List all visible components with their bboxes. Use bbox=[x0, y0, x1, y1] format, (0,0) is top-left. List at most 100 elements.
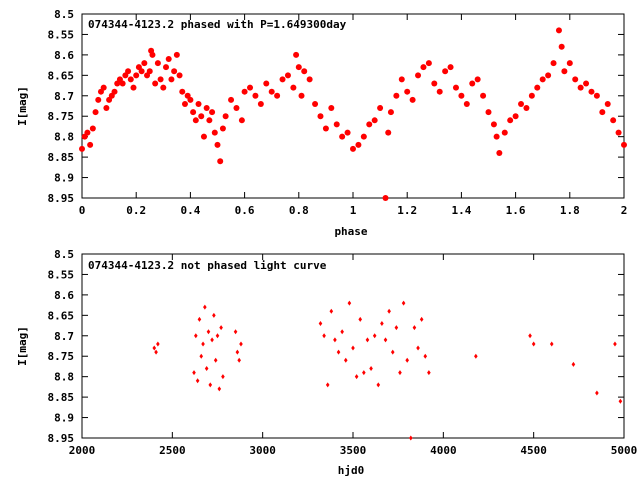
x-tick-label: 4500 bbox=[520, 444, 547, 457]
data-point bbox=[333, 121, 340, 128]
data-point bbox=[203, 105, 210, 112]
data-point bbox=[354, 374, 359, 380]
data-point bbox=[376, 382, 381, 388]
data-point bbox=[168, 76, 175, 83]
y-tick-label: 8.7 bbox=[54, 90, 74, 103]
data-point bbox=[295, 64, 302, 71]
y-tick-label: 8.9 bbox=[54, 172, 74, 185]
y-axis-label: I[mag] bbox=[16, 86, 29, 126]
y-tick-label: 8.75 bbox=[48, 110, 75, 123]
y-tick-label: 8.85 bbox=[48, 151, 75, 164]
data-point bbox=[474, 353, 478, 359]
data-point bbox=[219, 325, 223, 331]
data-point bbox=[125, 68, 132, 75]
data-point bbox=[152, 80, 159, 87]
data-point bbox=[593, 92, 600, 99]
y-tick-label: 8.8 bbox=[54, 131, 74, 144]
data-point bbox=[595, 390, 599, 396]
data-point bbox=[618, 398, 623, 404]
data-point bbox=[103, 105, 110, 112]
data-point bbox=[171, 68, 178, 75]
data-point bbox=[343, 357, 348, 363]
data-point bbox=[539, 76, 546, 83]
data-point bbox=[394, 325, 399, 331]
data-point bbox=[531, 341, 536, 347]
data-point bbox=[173, 51, 180, 58]
y-tick-label: 8.5 bbox=[54, 248, 74, 261]
data-point bbox=[146, 68, 153, 75]
data-point bbox=[325, 382, 330, 388]
data-point bbox=[431, 80, 438, 87]
data-point bbox=[416, 345, 420, 351]
data-point bbox=[298, 92, 305, 99]
data-point bbox=[382, 195, 389, 201]
data-point bbox=[380, 321, 384, 327]
data-point bbox=[398, 76, 405, 83]
data-point bbox=[201, 341, 205, 347]
data-point bbox=[583, 80, 590, 87]
y-tick-label: 8.6 bbox=[54, 49, 74, 62]
x-axis-label: phase bbox=[334, 225, 367, 238]
y-tick-label: 8.65 bbox=[48, 309, 75, 322]
x-tick-label: 1.4 bbox=[451, 204, 471, 217]
data-point bbox=[534, 84, 541, 91]
data-point bbox=[141, 60, 148, 67]
data-point bbox=[197, 316, 202, 322]
y-tick-label: 8.9 bbox=[54, 412, 74, 425]
data-point bbox=[228, 96, 235, 103]
data-point bbox=[192, 117, 199, 124]
data-point bbox=[572, 76, 579, 83]
data-point bbox=[423, 353, 428, 359]
data-point bbox=[181, 100, 188, 107]
data-point bbox=[469, 80, 476, 87]
data-point bbox=[427, 370, 431, 376]
data-point bbox=[390, 349, 395, 355]
data-point bbox=[198, 113, 205, 120]
data-point bbox=[425, 60, 432, 67]
data-point bbox=[409, 435, 413, 441]
data-point bbox=[613, 341, 617, 347]
data-point bbox=[211, 129, 218, 136]
data-point bbox=[447, 64, 454, 71]
x-axis-label: hjd0 bbox=[338, 464, 365, 477]
data-point bbox=[409, 96, 416, 103]
data-point bbox=[179, 88, 186, 95]
x-tick-label: 2 bbox=[621, 204, 628, 217]
data-point bbox=[89, 125, 96, 132]
data-point bbox=[138, 68, 145, 75]
data-point bbox=[480, 92, 487, 99]
plot-title: 074344-4123.2 not phased light curve bbox=[88, 259, 327, 272]
data-point bbox=[95, 96, 102, 103]
data-point bbox=[322, 333, 326, 339]
data-point bbox=[528, 333, 532, 339]
data-point bbox=[241, 88, 248, 95]
data-point bbox=[210, 337, 214, 343]
data-point bbox=[100, 84, 107, 91]
data-point bbox=[192, 370, 196, 376]
data-point bbox=[222, 113, 229, 120]
data-point bbox=[604, 100, 611, 107]
data-point bbox=[419, 316, 424, 322]
data-point bbox=[365, 337, 370, 343]
data-point bbox=[387, 109, 394, 116]
x-tick-label: 1.8 bbox=[560, 204, 580, 217]
data-point bbox=[362, 370, 366, 376]
y-tick-label: 8.85 bbox=[48, 391, 75, 404]
data-point bbox=[442, 68, 449, 75]
data-point bbox=[507, 117, 514, 124]
data-point bbox=[214, 141, 221, 148]
data-point bbox=[149, 51, 156, 58]
phased-plot: I[mag] phase 074344-4123.2 phased with P… bbox=[16, 8, 627, 238]
y-tick-label: 8.55 bbox=[48, 268, 75, 281]
data-point bbox=[355, 141, 362, 148]
data-point bbox=[496, 150, 503, 157]
data-point bbox=[233, 105, 240, 112]
data-point bbox=[558, 43, 565, 50]
data-point bbox=[221, 374, 225, 380]
data-point bbox=[190, 109, 197, 116]
data-point bbox=[194, 333, 198, 339]
data-point bbox=[318, 321, 323, 327]
data-point bbox=[111, 88, 118, 95]
data-point bbox=[217, 158, 224, 165]
data-point bbox=[344, 129, 351, 136]
